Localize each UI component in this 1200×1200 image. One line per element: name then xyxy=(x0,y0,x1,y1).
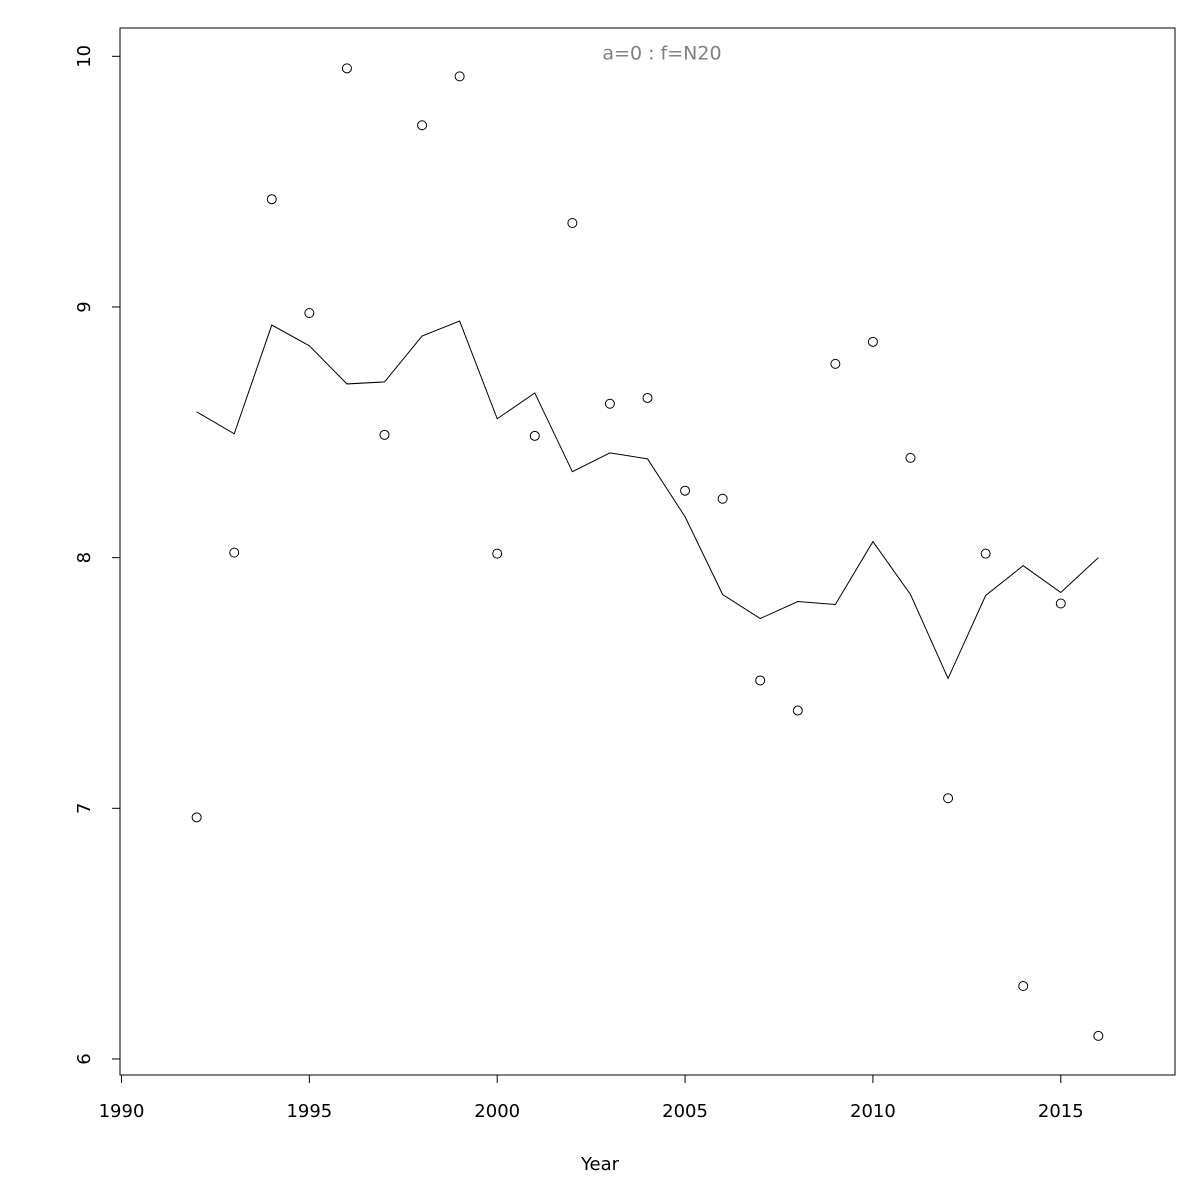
y-tick-label: 7 xyxy=(74,803,95,814)
y-tick-label: 9 xyxy=(74,301,95,312)
data-point xyxy=(604,398,615,409)
y-tick-label: 6 xyxy=(74,1053,95,1064)
data-point xyxy=(529,430,540,441)
data-point xyxy=(905,452,916,463)
data-point xyxy=(830,358,841,369)
x-tick-label: 2000 xyxy=(474,1101,520,1122)
y-tick-label: 8 xyxy=(74,552,95,563)
data-point xyxy=(1018,981,1029,992)
data-point xyxy=(341,63,352,74)
data-point xyxy=(191,812,202,823)
data-point xyxy=(1093,1030,1104,1041)
x-tick-label: 1995 xyxy=(286,1101,332,1122)
x-tick-label: 1990 xyxy=(99,1101,145,1122)
data-point xyxy=(1055,598,1066,609)
data-point xyxy=(642,392,653,403)
data-point xyxy=(266,194,277,205)
data-point xyxy=(304,307,315,318)
x-tick-label: 2010 xyxy=(850,1101,896,1122)
data-point xyxy=(417,120,428,131)
data-point xyxy=(379,429,390,440)
plot-frame xyxy=(119,27,1176,1076)
data-point xyxy=(867,336,878,347)
data-point xyxy=(567,218,578,229)
data-point xyxy=(792,705,803,716)
y-tick-label: 10 xyxy=(74,45,95,68)
data-point xyxy=(755,675,766,686)
data-line xyxy=(196,320,1099,680)
data-point xyxy=(680,485,691,496)
data-point xyxy=(492,548,503,559)
data-point xyxy=(980,548,991,559)
data-point xyxy=(454,71,465,82)
data-point xyxy=(943,793,954,804)
x-axis-label: Year xyxy=(580,1154,620,1175)
x-tick-label: 2005 xyxy=(662,1101,708,1122)
data-point xyxy=(229,547,240,558)
x-tick-label: 2015 xyxy=(1038,1101,1084,1122)
data-point xyxy=(717,493,728,504)
chart-title: a=0 : f=N20 xyxy=(602,43,721,65)
